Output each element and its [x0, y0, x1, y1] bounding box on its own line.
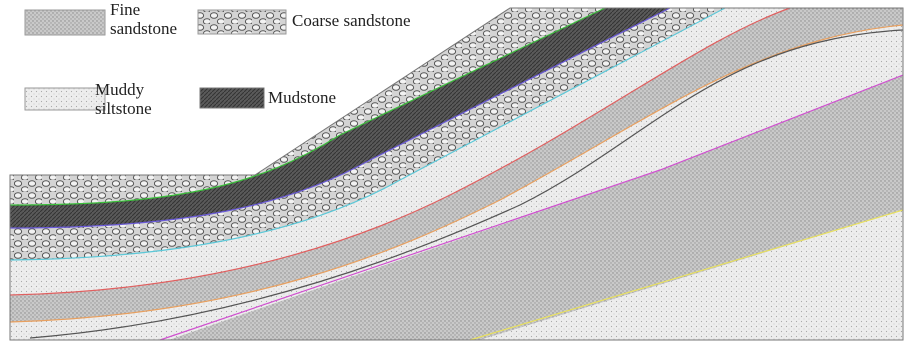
legend-swatch: [25, 10, 105, 35]
legend-label: Muddy siltstone: [95, 80, 165, 118]
legend-label: Mudstone: [268, 88, 388, 107]
geology-diagram: Fine sandstone Coarse sandstone Muddy si…: [0, 0, 904, 343]
legend-label: Coarse sandstone: [292, 11, 472, 30]
legend-swatch: [200, 88, 264, 108]
section-drawing: [0, 0, 904, 343]
legend-swatch: [198, 10, 286, 34]
legend-swatch: [25, 88, 105, 110]
strata: [0, 0, 904, 343]
legend-label: Fine sandstone: [110, 0, 190, 38]
